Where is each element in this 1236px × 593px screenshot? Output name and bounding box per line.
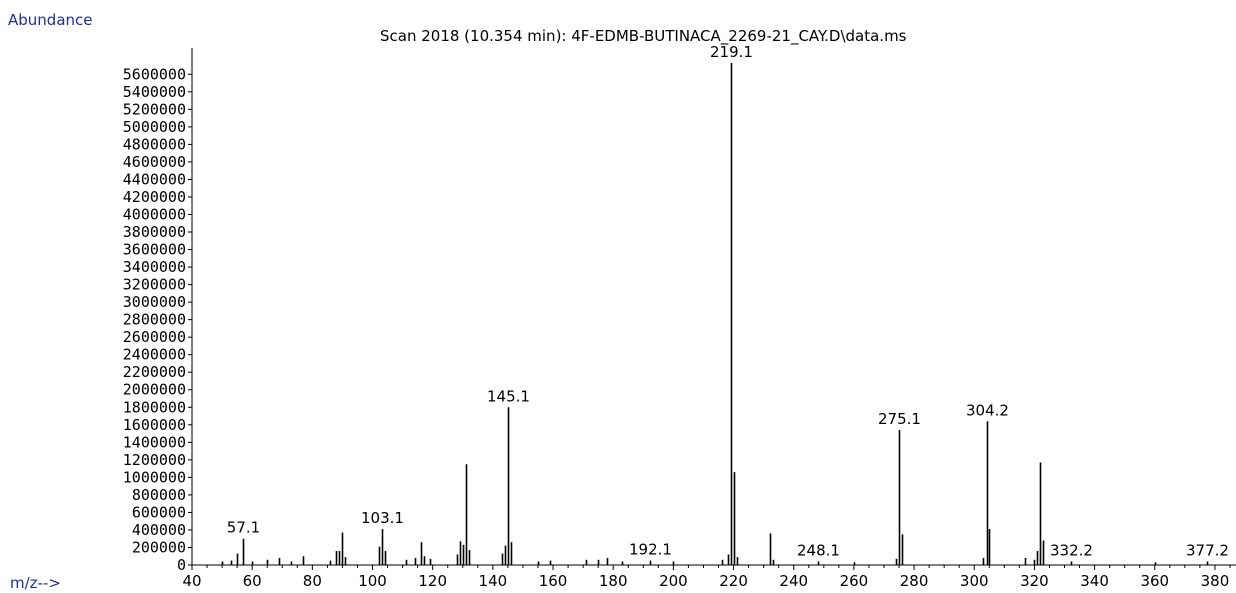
- y-tick-label: 4000000: [123, 205, 186, 223]
- y-tick-label: 5200000: [123, 100, 186, 118]
- plot-area: 0200000400000600000800000100000012000001…: [123, 43, 1236, 590]
- y-tick-label: 1200000: [123, 451, 186, 469]
- peak-label: 192.1: [629, 541, 672, 559]
- y-tick-label: 5400000: [123, 83, 186, 101]
- x-tick-label: 260: [840, 572, 869, 590]
- y-tick-label: 2600000: [123, 328, 186, 346]
- y-tick-label: 200000: [132, 538, 186, 556]
- y-tick-label: 3800000: [123, 223, 186, 241]
- y-tick-label: 3400000: [123, 258, 186, 276]
- x-tick-label: 100: [358, 572, 387, 590]
- peak-label: 219.1: [710, 43, 753, 61]
- peak-label: 275.1: [878, 410, 921, 428]
- y-tick-label: 5600000: [123, 65, 186, 83]
- y-tick-label: 4600000: [123, 153, 186, 171]
- x-tick-label: 120: [418, 572, 447, 590]
- y-tick-label: 1000000: [123, 468, 186, 486]
- y-tick-label: 4800000: [123, 135, 186, 153]
- peak-label: 248.1: [797, 541, 840, 559]
- peak-label: 304.2: [966, 401, 1009, 419]
- chart-title: Scan 2018 (10.354 min): 4F-EDMB-BUTINACA…: [380, 27, 907, 46]
- x-tick-label: 60: [243, 572, 262, 590]
- y-tick-label: 600000: [132, 503, 186, 521]
- y-tick-label: 800000: [132, 486, 186, 504]
- peak-label: 145.1: [487, 387, 530, 405]
- x-tick-label: 140: [479, 572, 508, 590]
- x-tick-label: 280: [900, 572, 929, 590]
- x-tick-label: 40: [182, 572, 201, 590]
- y-tick-label: 1600000: [123, 416, 186, 434]
- y-tick-label: 3200000: [123, 276, 186, 294]
- x-tick-label: 320: [1020, 572, 1049, 590]
- y-axis-label: Abundance: [8, 11, 93, 29]
- peak-label: 332.2: [1050, 541, 1093, 559]
- peak-label: 57.1: [227, 519, 260, 537]
- x-tick-label: 240: [779, 572, 808, 590]
- peak-label: 103.1: [361, 509, 404, 527]
- x-tick-label: 360: [1140, 572, 1169, 590]
- y-tick-label: 2800000: [123, 311, 186, 329]
- y-tick-label: 2400000: [123, 346, 186, 364]
- y-tick-label: 3000000: [123, 293, 186, 311]
- y-tick-label: 4200000: [123, 188, 186, 206]
- x-tick-label: 180: [599, 572, 628, 590]
- x-tick-label: 300: [960, 572, 989, 590]
- y-tick-label: 3600000: [123, 241, 186, 259]
- y-tick-label: 400000: [132, 521, 186, 539]
- peak-label: 377.2: [1186, 541, 1229, 559]
- y-tick-label: 1800000: [123, 398, 186, 416]
- y-tick-label: 4400000: [123, 170, 186, 188]
- x-axis-label: m/z-->: [10, 574, 61, 592]
- y-tick-label: 1400000: [123, 433, 186, 451]
- y-tick-label: 2200000: [123, 363, 186, 381]
- x-tick-label: 160: [539, 572, 568, 590]
- y-tick-label: 5000000: [123, 118, 186, 136]
- x-tick-label: 200: [659, 572, 688, 590]
- x-tick-label: 220: [719, 572, 748, 590]
- y-tick-label: 0: [177, 556, 186, 574]
- y-tick-label: 2000000: [123, 381, 186, 399]
- x-tick-label: 380: [1201, 572, 1230, 590]
- x-tick-label: 80: [303, 572, 322, 590]
- x-tick-label: 340: [1080, 572, 1109, 590]
